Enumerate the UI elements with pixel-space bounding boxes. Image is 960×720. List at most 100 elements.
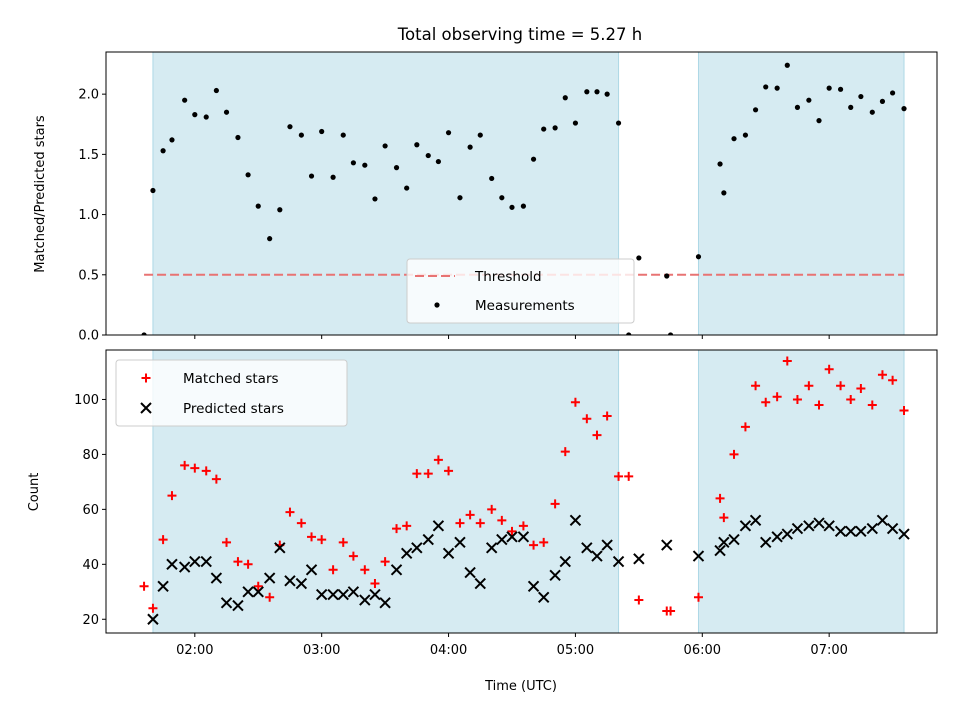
matched-point xyxy=(899,405,909,415)
predicted-point xyxy=(813,517,825,529)
measurement-point xyxy=(287,124,293,130)
measurement-point xyxy=(382,143,388,149)
axes-frame xyxy=(105,51,938,336)
matched-point xyxy=(487,504,497,514)
measurement-point xyxy=(901,106,907,112)
predicted-point xyxy=(898,528,910,540)
matched-point xyxy=(190,463,200,473)
ratio-legend: Threshold Measurements xyxy=(406,258,635,324)
measurement-point xyxy=(584,89,590,95)
matched-point xyxy=(867,400,877,410)
measurement-point xyxy=(319,128,325,135)
matched-point xyxy=(518,521,528,531)
x-tick-label: 06:00 xyxy=(684,643,721,658)
matched-point xyxy=(693,592,703,602)
matched-point xyxy=(846,394,856,404)
matched-point xyxy=(317,535,327,545)
y-tick-label: 1.5 xyxy=(78,148,99,163)
y-tick-label: 40 xyxy=(82,558,99,573)
matched-point xyxy=(614,471,624,481)
matched-point xyxy=(814,400,824,410)
matched-point xyxy=(570,397,580,407)
chart-title: Total observing time = 5.27 h xyxy=(397,25,642,44)
measurement-point xyxy=(858,93,864,100)
y-tick-label: 60 xyxy=(82,503,99,518)
legend-box xyxy=(115,359,348,427)
predicted-point xyxy=(379,597,391,609)
measurement-point xyxy=(667,332,674,335)
matched-point xyxy=(222,537,232,547)
predicted-point xyxy=(834,525,847,538)
predicted-point xyxy=(147,613,159,625)
predicted-point xyxy=(866,522,879,535)
measurement-point xyxy=(520,203,527,209)
measurement-point xyxy=(530,156,537,162)
matched-point xyxy=(380,557,390,567)
measurement-point xyxy=(372,196,378,202)
measurement-point xyxy=(192,112,198,118)
matched-point xyxy=(253,581,263,591)
matched-point xyxy=(888,375,898,385)
predicted-point xyxy=(855,525,867,538)
matched-point xyxy=(265,592,275,602)
matched-point xyxy=(465,510,475,520)
predicted-point xyxy=(432,520,445,532)
y-tick-label: 100 xyxy=(74,393,99,408)
measurement-point xyxy=(837,86,844,92)
matched-point xyxy=(285,507,295,517)
measurement-point xyxy=(742,132,749,138)
predicted-point xyxy=(633,553,645,565)
measurement-point xyxy=(467,144,473,150)
measurement-point xyxy=(848,104,854,110)
predicted-point xyxy=(369,588,381,601)
predicted-point xyxy=(876,514,889,527)
predicted-point xyxy=(242,586,254,598)
predicted-point xyxy=(506,531,518,543)
predicted-point xyxy=(157,580,169,592)
matched-point xyxy=(348,551,358,561)
predicted-point xyxy=(189,555,201,568)
measurement-point xyxy=(340,132,346,138)
matched-point xyxy=(582,414,592,424)
x-tick-label: 05:00 xyxy=(557,643,594,658)
predicted-point xyxy=(714,544,726,557)
legend-measurements-label: Measurements xyxy=(475,298,575,314)
predicted-point xyxy=(760,536,772,549)
matched-point xyxy=(715,493,725,503)
measurement-point xyxy=(203,114,209,120)
series-1 xyxy=(141,62,907,335)
measurement-point xyxy=(615,120,622,126)
matched-point xyxy=(475,518,485,528)
measurement-point xyxy=(604,91,610,97)
legend-matched-label: Matched stars xyxy=(183,371,279,387)
measurement-point xyxy=(499,195,505,201)
predicted-point xyxy=(359,594,371,606)
observing-span xyxy=(698,52,905,335)
matched-point xyxy=(338,537,348,547)
matched-point xyxy=(539,537,549,547)
predicted-point xyxy=(601,539,613,551)
y-tick-label: 2.0 xyxy=(78,88,99,103)
predicted-point xyxy=(464,566,476,579)
matched-point xyxy=(592,430,602,440)
measurement-point xyxy=(245,172,251,178)
measurement-point xyxy=(594,89,600,95)
matched-point xyxy=(529,540,539,550)
measurement-point xyxy=(879,98,886,104)
predicted-point xyxy=(166,558,178,571)
predicted-point xyxy=(200,555,212,568)
measurement-point xyxy=(169,137,175,143)
predicted-point xyxy=(791,522,804,535)
count-y-axis-label: Count xyxy=(27,473,42,512)
series-2 xyxy=(147,514,910,625)
measurement-point xyxy=(330,174,336,180)
predicted-point xyxy=(295,577,308,590)
measurement-point xyxy=(774,85,780,91)
matched-point xyxy=(360,565,370,575)
matched-point xyxy=(455,518,465,528)
measurement-point xyxy=(141,332,147,335)
predicted-point xyxy=(422,533,434,546)
predicted-point xyxy=(549,569,561,582)
legend-matched-swatch xyxy=(141,373,151,383)
predicted-point xyxy=(337,588,349,601)
